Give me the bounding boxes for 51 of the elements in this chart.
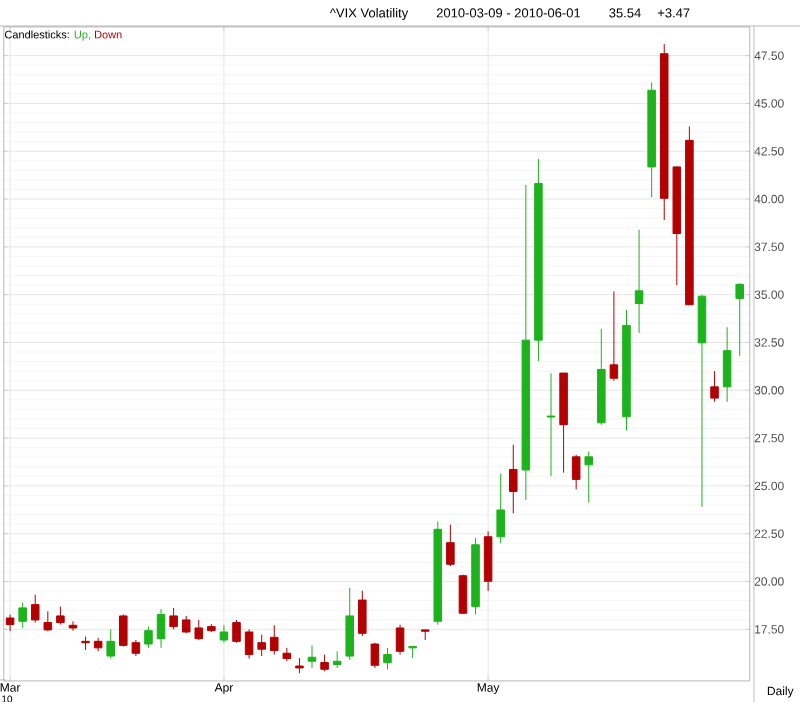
candlestick <box>156 608 166 649</box>
candlestick <box>710 370 719 403</box>
candlestick <box>358 590 367 637</box>
candlestick <box>483 530 493 592</box>
candlestick <box>408 646 417 659</box>
candlestick <box>622 309 631 431</box>
candlestick <box>219 624 229 644</box>
candlestick <box>609 290 619 382</box>
candlestick <box>521 184 531 501</box>
candlestick <box>169 607 178 630</box>
candlestick <box>383 647 392 670</box>
candlestick <box>144 626 153 649</box>
candlestick <box>5 614 15 632</box>
candlestick <box>106 628 115 660</box>
candlestick <box>295 657 304 674</box>
candlestick <box>433 520 443 626</box>
candlestick <box>571 454 581 490</box>
candlestick <box>685 125 694 306</box>
candlestick <box>420 629 430 641</box>
candlestick <box>584 450 594 504</box>
candlestick <box>232 619 241 644</box>
candlestick <box>546 372 556 477</box>
candlestick <box>634 229 644 334</box>
candlestick <box>559 372 568 474</box>
candlestick <box>307 644 317 669</box>
candlestick <box>282 647 292 662</box>
candlestick <box>647 81 656 198</box>
candlestick <box>18 602 27 629</box>
candlestick <box>93 637 103 652</box>
candlestick <box>68 620 78 632</box>
candlestick <box>81 636 90 651</box>
candlestick <box>320 654 329 672</box>
candlestick <box>332 650 342 669</box>
candlestick <box>30 594 40 624</box>
candlestick <box>471 537 480 616</box>
candlestick <box>56 606 65 626</box>
candlestick <box>597 328 606 426</box>
candlestick <box>458 574 468 615</box>
candlestick <box>207 623 216 633</box>
candlestick <box>534 158 543 362</box>
candlestick <box>43 610 53 632</box>
candlestick <box>697 294 707 508</box>
candlestick <box>509 444 518 514</box>
candlestick <box>269 624 279 656</box>
candlestick <box>395 624 405 656</box>
candlestick <box>722 326 732 403</box>
candlestick <box>496 472 505 544</box>
candlestick <box>446 524 455 567</box>
candlestick <box>345 587 355 661</box>
candlestick <box>370 642 380 669</box>
candlestick <box>735 282 744 357</box>
